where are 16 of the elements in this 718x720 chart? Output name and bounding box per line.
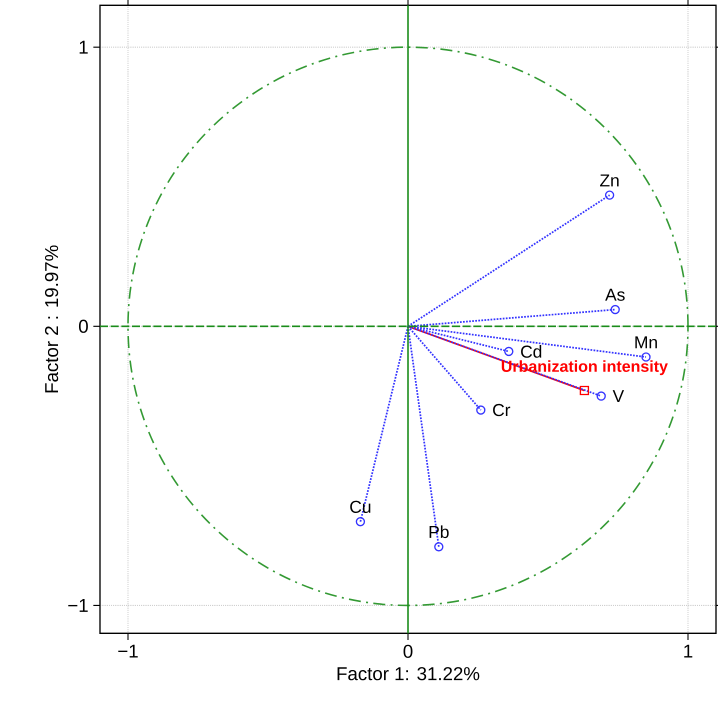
series-label: Mn bbox=[635, 336, 657, 348]
series-label: Cu bbox=[350, 500, 370, 513]
series-label: Pb bbox=[430, 525, 449, 538]
series-label: Zn bbox=[600, 174, 619, 186]
series-label: V bbox=[612, 390, 624, 402]
y-tick-label: −1 bbox=[68, 599, 88, 612]
x-tick-label: 0 bbox=[404, 644, 412, 658]
series-label: Cr bbox=[493, 404, 510, 416]
y-axis-title: Factor 2 : 19.97% bbox=[44, 245, 58, 392]
series-label: Cd bbox=[521, 345, 542, 358]
y-tick-label: 0 bbox=[78, 320, 88, 333]
x-axis-title: Factor 1: 31.22% bbox=[338, 667, 480, 680]
series-label: As bbox=[605, 288, 625, 301]
x-tick-label: 1 bbox=[684, 644, 692, 658]
y-tick-label: 1 bbox=[80, 40, 88, 54]
x-tick-label: −1 bbox=[118, 644, 138, 658]
